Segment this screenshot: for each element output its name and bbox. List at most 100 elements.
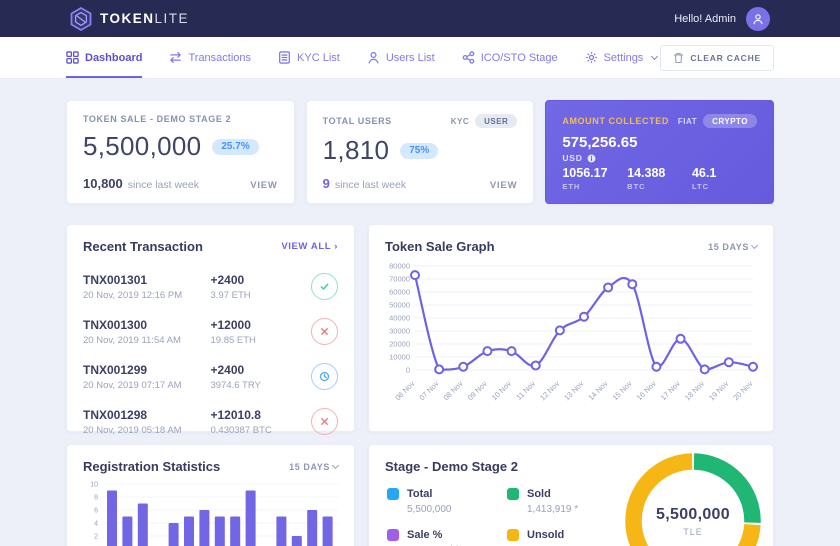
nav-item-label: Users List	[385, 51, 435, 64]
registration-bar-chart: 0246810	[90, 482, 338, 546]
svg-text:10000: 10000	[389, 353, 410, 362]
transaction-amount: +2400	[210, 272, 245, 287]
tab-fiat[interactable]: FIAT	[677, 116, 698, 126]
card-title: TOKEN SALE - DEMO STAGE 2	[83, 114, 232, 124]
view-link[interactable]: VIEW	[489, 180, 518, 191]
legend-item-unsold: Unsold 4,086,082	[507, 529, 627, 546]
transaction-id: TNX001301	[83, 272, 148, 287]
svg-text:10: 10	[90, 482, 98, 489]
nav-item-transactions[interactable]: Transactions	[169, 37, 251, 78]
svg-text:06 Nov: 06 Nov	[393, 379, 416, 402]
svg-text:30000: 30000	[389, 327, 410, 336]
users-list-icon	[367, 51, 380, 64]
main-nav: Dashboard Transactions KYC List Users Li…	[0, 37, 840, 79]
token-sale-card: TOKEN SALE - DEMO STAGE 2 5,500,000 25.7…	[66, 100, 295, 204]
recent-transactions-panel: Recent Transaction VIEW ALL › TNX001301 …	[66, 224, 355, 436]
stage-donut-chart: 5,500,000 TLE	[625, 453, 761, 546]
chevron-down-icon	[331, 461, 340, 470]
donut-svg	[625, 453, 761, 546]
tab-crypto[interactable]: CRYPTO	[703, 114, 758, 128]
token-sale-delta: 10,800	[83, 176, 123, 191]
status-canceled-icon[interactable]	[311, 318, 338, 345]
app-logo[interactable]: TOKENLITE	[70, 6, 190, 31]
registration-statistics-panel: Registration Statistics 15 DAYS 0246810	[66, 444, 355, 546]
svg-text:13 Nov: 13 Nov	[562, 379, 585, 402]
transaction-row[interactable]: TNX001301 20 Nov, 2019 12:16 PM +2400 3.…	[83, 264, 338, 309]
total-users-badge: 75%	[400, 142, 439, 159]
total-users-delta: 9	[322, 176, 330, 191]
dashboard-icon	[66, 51, 79, 64]
transaction-row[interactable]: TNX001300 20 Nov, 2019 11:54 AM +12000 1…	[83, 309, 338, 354]
status-approved-icon[interactable]	[311, 273, 338, 300]
delta-caption: since last week	[334, 179, 407, 191]
nav-item-label: Dashboard	[85, 51, 143, 64]
svg-text:4: 4	[94, 521, 98, 528]
svg-text:19 Nov: 19 Nov	[707, 379, 730, 402]
tab-user[interactable]: USER	[475, 114, 518, 128]
range-dropdown[interactable]: 15 DAYS	[708, 241, 759, 252]
legend-item-total: Total 5,500,000	[387, 488, 507, 515]
clear-cache-label: CLEAR CACHE	[690, 52, 761, 63]
svg-text:07 Nov: 07 Nov	[417, 379, 440, 402]
svg-text:6: 6	[94, 508, 98, 515]
logo-hexagon-icon	[70, 6, 92, 31]
logo-text: TOKENLITE	[100, 11, 190, 26]
legend-item-sold: Sold 1,413,919 *	[507, 488, 627, 515]
avatar[interactable]	[746, 6, 770, 31]
nav-item-settings[interactable]: Settings	[585, 37, 659, 78]
status-canceled-icon[interactable]	[311, 408, 338, 435]
svg-text:08 Nov: 08 Nov	[442, 379, 465, 402]
panel-title: Stage - Demo Stage 2	[385, 459, 518, 474]
card-title: AMOUNT COLLECTED	[562, 116, 669, 126]
transaction-id: TNX001298	[83, 407, 148, 422]
nav-item-label: ICO/STO Stage	[480, 51, 558, 64]
range-dropdown[interactable]: 15 DAYS	[289, 461, 340, 472]
topbar: TOKENLITE Hello! Admin	[0, 0, 840, 37]
svg-text:0: 0	[406, 366, 410, 375]
transactions-icon	[169, 51, 182, 64]
amount-collected-value: 575,256.65	[562, 134, 638, 151]
nav-item-dashboard[interactable]: Dashboard	[66, 37, 143, 78]
transaction-date: 20 Nov, 2019 07:17 AM	[83, 379, 182, 391]
svg-text:50000: 50000	[389, 301, 410, 310]
coin-btc: 14.388 BTC	[627, 166, 666, 191]
coin-eth: 1056.17 ETH	[562, 166, 608, 191]
card-title: TOTAL USERS	[322, 116, 392, 126]
nav-item-users-list[interactable]: Users List	[367, 37, 435, 78]
greeting-text: Hello! Admin	[674, 12, 736, 25]
svg-text:12 Nov: 12 Nov	[538, 379, 561, 402]
view-link[interactable]: VIEW	[250, 180, 278, 191]
legend-swatch	[507, 488, 519, 500]
transaction-row[interactable]: TNX001298 20 Nov, 2019 05:18 AM +12010.8…	[83, 399, 338, 444]
svg-text:09 Nov: 09 Nov	[466, 379, 489, 402]
nav-item-label: KYC List	[297, 51, 340, 64]
svg-text:16 Nov: 16 Nov	[635, 379, 658, 402]
svg-text:2: 2	[94, 534, 98, 541]
clear-cache-button[interactable]: CLEAR CACHE	[660, 44, 774, 71]
svg-text:20000: 20000	[389, 340, 410, 349]
transaction-row[interactable]: TNX001299 20 Nov, 2019 07:17 AM +2400 39…	[83, 354, 338, 399]
nav-item-kyc-list[interactable]: KYC List	[278, 37, 340, 78]
trash-icon	[673, 52, 684, 64]
tab-kyc[interactable]: KYC	[450, 116, 470, 126]
legend-swatch	[507, 529, 519, 541]
amount-collected-card: AMOUNT COLLECTED FIAT CRYPTO 575,256.65 …	[545, 100, 775, 204]
svg-text:20 Nov: 20 Nov	[731, 379, 754, 402]
svg-text:70000: 70000	[389, 275, 410, 284]
panel-title: Recent Transaction	[83, 239, 203, 254]
user-icon	[752, 13, 764, 25]
svg-text:10 Nov: 10 Nov	[490, 379, 513, 402]
svg-text:11 Nov: 11 Nov	[514, 379, 537, 402]
nav-item-ico-sto-stage[interactable]: ICO/STO Stage	[462, 37, 558, 78]
info-icon[interactable]	[587, 154, 596, 163]
view-all-link[interactable]: VIEW ALL ›	[281, 241, 338, 252]
chevron-down-icon	[750, 241, 759, 250]
panel-title: Token Sale Graph	[385, 239, 495, 254]
total-users-card: TOTAL USERS KYC USER 1,810 75% 9 since l…	[305, 100, 535, 204]
legend-swatch	[387, 488, 399, 500]
status-pending-icon[interactable]	[311, 363, 338, 390]
transaction-equivalent: 3974.6 TRY	[210, 379, 261, 391]
transaction-amount: +2400	[210, 362, 245, 377]
token-sale-line-chart: 0 10000 20000 30000 40000 50000 60000 70000 8000…	[389, 262, 758, 402]
